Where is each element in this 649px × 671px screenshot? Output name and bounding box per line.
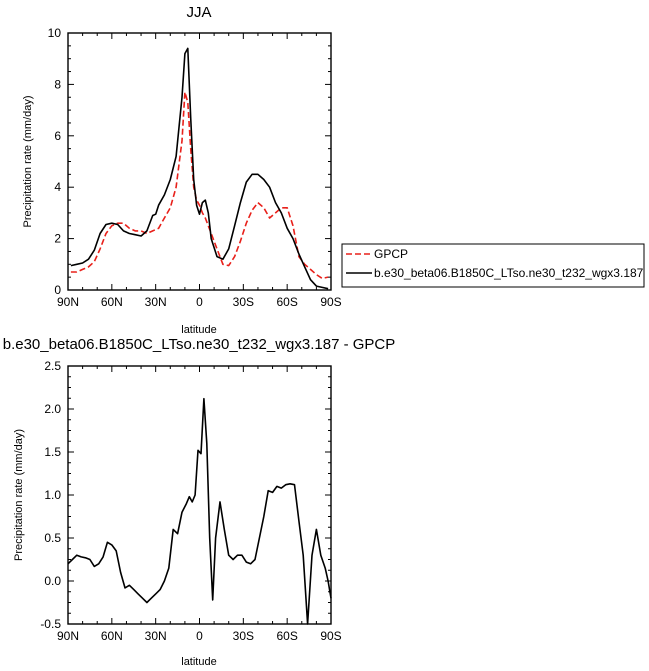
bottom-x-tick-label: 90S	[320, 629, 341, 643]
bottom-chart-title: b.e30_beta06.B1850C_LTso.ne30_t232_wgx3.…	[3, 336, 396, 353]
top-y-tick-label: 2	[54, 232, 61, 246]
top-plot-frame	[67, 32, 332, 291]
top-y-tick-label: 0	[54, 283, 61, 297]
gpcp-series-line	[70, 91, 329, 280]
top-y-tick-label: 8	[54, 77, 61, 91]
bottom-x-tick-label: 30N	[145, 629, 167, 643]
difference-series-line	[67, 397, 332, 625]
legend-box	[341, 243, 645, 288]
top-x-tick-label: 60S	[276, 295, 297, 309]
bottom-x-tick-label: 60N	[101, 629, 123, 643]
top-x-tick-label: 30N	[145, 295, 167, 309]
bottom-axis-ticks: 90N 60N 30N 0 30S 60S 90S -0.5 0.0 0.5 1.0 1.5 2.0 2.…	[40, 359, 341, 643]
bottom-y-tick-label: 1.0	[44, 488, 61, 502]
top-chart-title: JJA	[186, 4, 211, 21]
top-x-tick-label: 60N	[101, 295, 123, 309]
bottom-x-tick-label: 30S	[233, 629, 254, 643]
bottom-y-tick-label: -0.5	[40, 617, 61, 631]
bottom-y-tick-label: 2.5	[44, 359, 61, 373]
top-y-tick-label: 4	[54, 180, 61, 194]
top-y-tick-label: 10	[48, 26, 62, 40]
top-y-axis-label: Precipitation rate (mm/day)	[22, 95, 34, 227]
model-series-line	[70, 47, 329, 290]
bottom-series-lines	[67, 397, 332, 625]
legend: GPCP b.e30_beta06.B1850C_LTso.ne30_t232_…	[341, 243, 645, 288]
bottom-y-tick-label: 0.0	[44, 574, 61, 588]
bottom-plot-frame	[67, 365, 332, 625]
top-axis-ticks: 90N 60N 30N 0 30S 60S 90S 0 2 4 6 8 10	[48, 26, 342, 309]
legend-label-gpcp: GPCP	[374, 247, 408, 261]
top-x-axis-label: latitude	[181, 324, 216, 336]
bottom-x-tick-label: 90N	[57, 629, 79, 643]
bottom-x-tick-label: 60S	[276, 629, 297, 643]
top-x-tick-label: 90S	[320, 295, 341, 309]
bottom-y-tick-label: 2.0	[44, 402, 61, 416]
top-x-tick-label: 90N	[57, 295, 79, 309]
bottom-y-axis-label: Precipitation rate (mm/day)	[13, 429, 25, 561]
bottom-chart-panel: b.e30_beta06.B1850C_LTso.ne30_t232_wgx3.…	[3, 336, 396, 668]
bottom-y-tick-label: 0.5	[44, 531, 61, 545]
top-x-tick-label: 0	[196, 295, 203, 309]
legend-label-model: b.e30_beta06.B1850C_LTso.ne30_t232_wgx3.…	[374, 266, 644, 280]
top-y-tick-label: 6	[54, 129, 61, 143]
bottom-x-axis-label: latitude	[181, 656, 216, 668]
bottom-x-tick-label: 0	[196, 629, 203, 643]
bottom-y-tick-label: 1.5	[44, 445, 61, 459]
top-series-lines	[70, 47, 329, 290]
top-x-tick-label: 30S	[233, 295, 254, 309]
